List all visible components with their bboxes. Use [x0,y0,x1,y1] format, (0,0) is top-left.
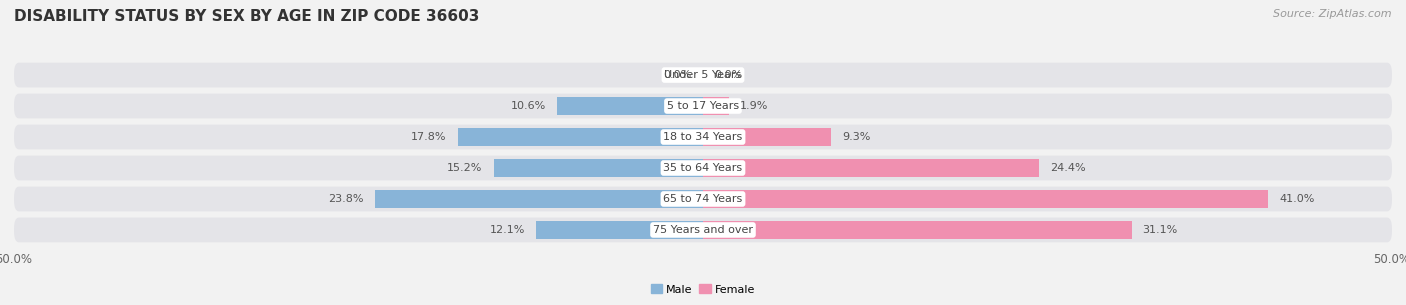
Text: 31.1%: 31.1% [1143,225,1178,235]
Bar [703,128,831,146]
Text: 10.6%: 10.6% [510,101,546,111]
Text: 35 to 64 Years: 35 to 64 Years [664,163,742,173]
Text: 5 to 17 Years: 5 to 17 Years [666,101,740,111]
Bar [458,128,703,146]
Text: 75 Years and over: 75 Years and over [652,225,754,235]
Bar [557,97,703,115]
Text: 18 to 34 Years: 18 to 34 Years [664,132,742,142]
Text: 0.0%: 0.0% [714,70,742,80]
Bar [536,221,703,239]
Bar [375,190,703,208]
FancyBboxPatch shape [14,156,1392,180]
Text: 17.8%: 17.8% [411,132,447,142]
FancyBboxPatch shape [14,217,1392,242]
FancyBboxPatch shape [14,94,1392,118]
Text: 1.9%: 1.9% [740,101,769,111]
FancyBboxPatch shape [14,187,1392,211]
Text: 9.3%: 9.3% [842,132,870,142]
Bar [703,97,730,115]
Text: 24.4%: 24.4% [1050,163,1085,173]
Text: Under 5 Years: Under 5 Years [665,70,741,80]
FancyBboxPatch shape [14,63,1392,88]
Legend: Male, Female: Male, Female [647,280,759,299]
Text: DISABILITY STATUS BY SEX BY AGE IN ZIP CODE 36603: DISABILITY STATUS BY SEX BY AGE IN ZIP C… [14,9,479,24]
Text: Source: ZipAtlas.com: Source: ZipAtlas.com [1274,9,1392,19]
Bar [494,159,703,177]
Text: 41.0%: 41.0% [1279,194,1315,204]
Text: 15.2%: 15.2% [447,163,482,173]
Text: 23.8%: 23.8% [329,194,364,204]
Text: 65 to 74 Years: 65 to 74 Years [664,194,742,204]
FancyBboxPatch shape [14,125,1392,149]
Bar [703,159,1039,177]
Bar [703,221,1132,239]
Bar [703,190,1268,208]
Text: 12.1%: 12.1% [489,225,526,235]
Text: 0.0%: 0.0% [664,70,692,80]
